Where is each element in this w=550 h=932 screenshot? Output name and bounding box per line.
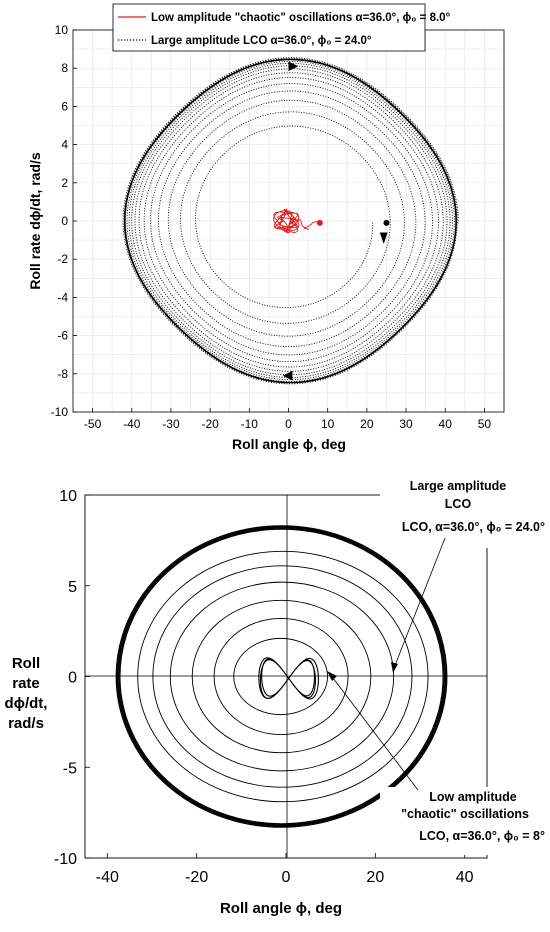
top-y-tick-label: -10 xyxy=(51,405,69,419)
top-x-tick-label: 40 xyxy=(439,417,453,431)
top-y-tick-labels: -10 -8 -6 -4 -2 0 2 4 6 8 10 xyxy=(51,23,77,419)
top-x-tick-label: -20 xyxy=(201,417,219,431)
bottom-x-tick-label: 0 xyxy=(282,869,291,886)
top-legend: Low amplitude "chaotic" oscillations α=3… xyxy=(112,3,451,52)
top-y-tick-label: 2 xyxy=(61,176,68,190)
annotation-lco-line-1: Large amplitude xyxy=(410,479,507,493)
limit-cycle-line xyxy=(116,526,447,827)
top-x-tick-label: -40 xyxy=(123,417,141,431)
top-y-tick-label: -8 xyxy=(57,367,68,381)
top-x-tick-label: -10 xyxy=(241,417,259,431)
top-x-tick-label: 30 xyxy=(399,417,413,431)
top-y-tick-label: 0 xyxy=(61,214,68,228)
top-chaotic-series xyxy=(273,208,323,234)
top-x-tick-label: 20 xyxy=(360,417,374,431)
bottom-x-axis-label: Roll angle ϕ, deg xyxy=(220,900,342,917)
transient-orbit-line xyxy=(213,617,349,736)
bottom-y-tick-label: -5 xyxy=(63,760,77,777)
bottom-x-tick-label: -20 xyxy=(185,869,208,886)
lco-direction-arrow xyxy=(379,232,388,244)
lco-direction-arrow xyxy=(288,61,299,72)
bottom-y-tick-label: -10 xyxy=(54,851,77,868)
top-lco-series xyxy=(122,57,459,385)
annotation-chaotic-arrowhead xyxy=(327,671,337,681)
top-y-tick-label: 8 xyxy=(61,61,68,75)
limit-cycle-line xyxy=(115,525,448,828)
top-y-tick-label: -2 xyxy=(57,252,68,266)
top-x-axis-label: Roll angle ϕ, deg xyxy=(232,436,346,452)
bottom-y-axis-label: Roll rate dϕ/dt, rad/s xyxy=(5,655,48,732)
annotation-lco-box xyxy=(380,472,548,548)
lco-start-point xyxy=(383,219,390,226)
top-x-tick-label: -30 xyxy=(162,417,180,431)
annotation-chaotic-line-2: "chaotic" oscillations xyxy=(401,807,529,821)
top-x-tick-label: 0 xyxy=(285,417,292,431)
transient-orbit-line xyxy=(152,565,413,788)
top-y-axis-label: Roll rate dϕ/dt, rad/s xyxy=(27,152,43,290)
limit-cycle-line xyxy=(119,528,444,825)
annotation-lco-arrowhead xyxy=(391,662,398,673)
annotation-chaotic-line-1: Low amplitude xyxy=(429,790,517,804)
transient-orbit-line xyxy=(169,581,395,772)
top-y-tick-label: 4 xyxy=(61,138,68,152)
bottom-x-tick-label: 20 xyxy=(366,869,384,886)
bottom-x-tick-labels: -40 -20 0 20 40 xyxy=(96,853,474,886)
bottom-x-tick-label: 40 xyxy=(456,869,474,886)
top-y-tick-label: -6 xyxy=(57,329,68,343)
top-grid xyxy=(72,29,505,413)
bottom-lco-series xyxy=(115,525,448,828)
annotation-chaotic-line-3: LCO, α=36.0°, ϕ₀ = 8° xyxy=(419,829,545,843)
annotation-lco-line-3: LCO, α=36.0°, ϕ₀ = 24.0° xyxy=(402,520,545,534)
small-orbit-line xyxy=(258,657,319,700)
annotation-lco-arrow xyxy=(393,537,446,669)
chaotic-start-point xyxy=(316,219,323,226)
annotation-chaotic-arrow xyxy=(332,677,419,791)
lco-direction-arrow xyxy=(282,370,293,381)
top-chart: -50 -40 -30 -20 -10 0 10 20 30 40 50 -10-8-6-4-202… xyxy=(27,3,505,452)
annotation-lco-line-2: LCO xyxy=(445,497,472,511)
bottom-y-tick-label: 5 xyxy=(68,579,77,596)
lco-limit-cycle-line xyxy=(124,58,457,384)
top-x-tick-labels: -50 -40 -30 -20 -10 0 10 20 30 40 50 xyxy=(84,408,491,431)
bottom-y-tick-labels: -10 -5 0 5 10 xyxy=(54,488,90,868)
top-y-tick-label: 6 xyxy=(61,99,68,113)
top-x-tick-label: 10 xyxy=(321,417,335,431)
transient-orbit-line xyxy=(233,637,328,716)
bottom-y-tick-label: 0 xyxy=(68,670,77,687)
transient-orbit-line xyxy=(137,550,429,803)
top-x-tick-label: -50 xyxy=(84,417,102,431)
bottom-x-tick-label: -40 xyxy=(96,869,119,886)
top-y-tick-label: -4 xyxy=(57,290,68,304)
bottom-y-tick-label: 10 xyxy=(59,488,77,505)
top-y-tick-label: 10 xyxy=(55,23,69,37)
transient-orbit-line xyxy=(191,599,372,754)
top-x-tick-label: 50 xyxy=(478,417,492,431)
top-legend-box xyxy=(112,3,426,52)
legend-entry-lco: Large amplitude LCO α=36.0°, ϕ₀ = 24.0° xyxy=(151,35,372,47)
chaotic-trajectory-line xyxy=(273,208,321,234)
annotation-chaotic-box xyxy=(380,787,548,855)
legend-entry-chaotic: Low amplitude "chaotic" oscillations α=3… xyxy=(151,12,451,24)
limit-cycle-line xyxy=(118,527,446,826)
